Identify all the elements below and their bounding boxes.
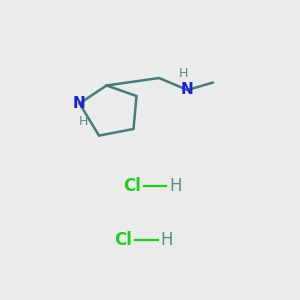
Text: H: H <box>78 115 88 128</box>
Text: Cl: Cl <box>114 231 132 249</box>
Text: N: N <box>73 96 86 111</box>
Text: H: H <box>178 67 188 80</box>
Text: H: H <box>169 177 182 195</box>
Text: N: N <box>181 82 194 98</box>
Text: H: H <box>160 231 173 249</box>
Text: Cl: Cl <box>123 177 141 195</box>
